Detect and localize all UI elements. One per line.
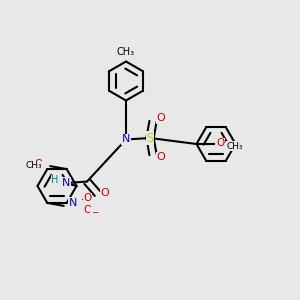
Text: CH₃: CH₃ [117, 47, 135, 57]
Text: +: + [80, 195, 87, 204]
Text: CH₃: CH₃ [26, 161, 42, 170]
Text: O: O [83, 194, 92, 203]
Text: O: O [34, 159, 43, 169]
Text: O: O [83, 206, 92, 215]
Text: O: O [216, 138, 224, 148]
Text: O: O [156, 113, 165, 124]
Text: H: H [51, 175, 59, 185]
Text: N: N [62, 178, 70, 188]
Text: O: O [100, 188, 109, 199]
Text: N: N [122, 134, 130, 145]
Text: O: O [156, 152, 165, 163]
Text: −: − [91, 207, 98, 216]
Text: S: S [146, 131, 154, 145]
Text: CH₃: CH₃ [226, 142, 243, 151]
Text: N: N [69, 198, 77, 208]
